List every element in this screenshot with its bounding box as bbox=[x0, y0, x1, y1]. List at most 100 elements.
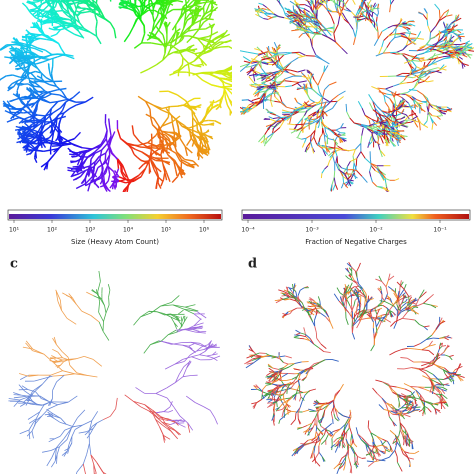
branch bbox=[309, 120, 314, 123]
branch bbox=[406, 58, 413, 62]
branch bbox=[410, 63, 412, 70]
branch bbox=[45, 19, 52, 22]
branch bbox=[306, 16, 314, 22]
branch bbox=[262, 55, 267, 60]
branch bbox=[87, 170, 90, 176]
branch bbox=[182, 344, 189, 347]
branch bbox=[164, 313, 172, 318]
branch bbox=[299, 8, 305, 14]
branch bbox=[177, 104, 185, 107]
branch bbox=[230, 84, 232, 87]
branch bbox=[347, 174, 352, 180]
branch bbox=[21, 2, 27, 8]
branch bbox=[320, 121, 326, 128]
branch bbox=[73, 424, 83, 428]
branch bbox=[389, 37, 395, 43]
branch bbox=[226, 87, 232, 91]
branch bbox=[323, 134, 326, 142]
branch bbox=[42, 34, 49, 39]
branch bbox=[305, 55, 315, 57]
branch bbox=[63, 22, 69, 25]
branch bbox=[19, 138, 24, 144]
branch bbox=[120, 2, 127, 6]
branch bbox=[49, 12, 53, 20]
branch bbox=[184, 315, 186, 322]
branch bbox=[67, 357, 71, 366]
branch bbox=[62, 370, 75, 375]
tree-map-b bbox=[240, 0, 474, 192]
branch bbox=[406, 28, 410, 33]
branch bbox=[31, 22, 37, 28]
branch bbox=[259, 90, 267, 93]
branch bbox=[162, 34, 166, 41]
branch bbox=[374, 107, 381, 115]
branch bbox=[20, 400, 32, 405]
branch bbox=[52, 374, 65, 377]
branch bbox=[166, 397, 175, 408]
branch bbox=[59, 439, 68, 447]
branch bbox=[190, 48, 198, 51]
branch bbox=[245, 104, 250, 110]
branch bbox=[455, 54, 462, 56]
branch bbox=[108, 289, 111, 298]
branch bbox=[384, 177, 390, 181]
branch bbox=[379, 149, 383, 158]
branch bbox=[295, 13, 303, 20]
branch bbox=[151, 411, 156, 420]
branch bbox=[107, 166, 115, 173]
branch bbox=[112, 176, 117, 184]
branch bbox=[178, 366, 185, 375]
branch bbox=[435, 18, 441, 27]
branch bbox=[273, 123, 278, 129]
branch bbox=[446, 28, 451, 31]
branch bbox=[159, 18, 163, 29]
branch bbox=[18, 118, 25, 125]
branch bbox=[151, 124, 158, 131]
branch bbox=[49, 56, 58, 61]
branch bbox=[162, 130, 168, 135]
branch bbox=[84, 430, 90, 436]
branch bbox=[184, 60, 195, 67]
branch bbox=[234, 77, 238, 82]
branch bbox=[439, 15, 447, 21]
branch bbox=[324, 126, 331, 131]
branch bbox=[309, 16, 313, 23]
branch bbox=[190, 341, 201, 344]
branch bbox=[276, 73, 282, 79]
branch bbox=[275, 85, 279, 90]
branch bbox=[336, 0, 340, 1]
branch bbox=[417, 31, 422, 38]
branch bbox=[377, 3, 380, 9]
branch bbox=[76, 12, 81, 16]
branch bbox=[124, 394, 134, 402]
branch bbox=[433, 41, 439, 48]
branch bbox=[150, 117, 154, 125]
branch bbox=[178, 37, 182, 43]
branch bbox=[109, 127, 112, 137]
branch bbox=[65, 28, 75, 35]
branch bbox=[384, 138, 389, 144]
branch bbox=[89, 443, 92, 455]
branch bbox=[161, 109, 170, 115]
branch bbox=[279, 96, 283, 102]
branch bbox=[95, 21, 98, 30]
branch bbox=[166, 141, 174, 146]
branch bbox=[56, 19, 61, 23]
branch bbox=[36, 149, 44, 152]
branch bbox=[323, 65, 329, 73]
branch bbox=[143, 25, 146, 34]
branch bbox=[82, 7, 88, 11]
branch bbox=[189, 130, 192, 138]
branch bbox=[24, 32, 31, 36]
branch bbox=[317, 1, 324, 6]
branch bbox=[18, 128, 26, 132]
branch bbox=[194, 17, 205, 24]
branch bbox=[211, 103, 221, 109]
branch bbox=[356, 151, 362, 159]
branch bbox=[264, 118, 271, 120]
branch bbox=[272, 47, 275, 52]
branch bbox=[18, 97, 23, 104]
branch bbox=[39, 404, 45, 413]
branch bbox=[272, 88, 278, 92]
branch bbox=[270, 112, 277, 116]
